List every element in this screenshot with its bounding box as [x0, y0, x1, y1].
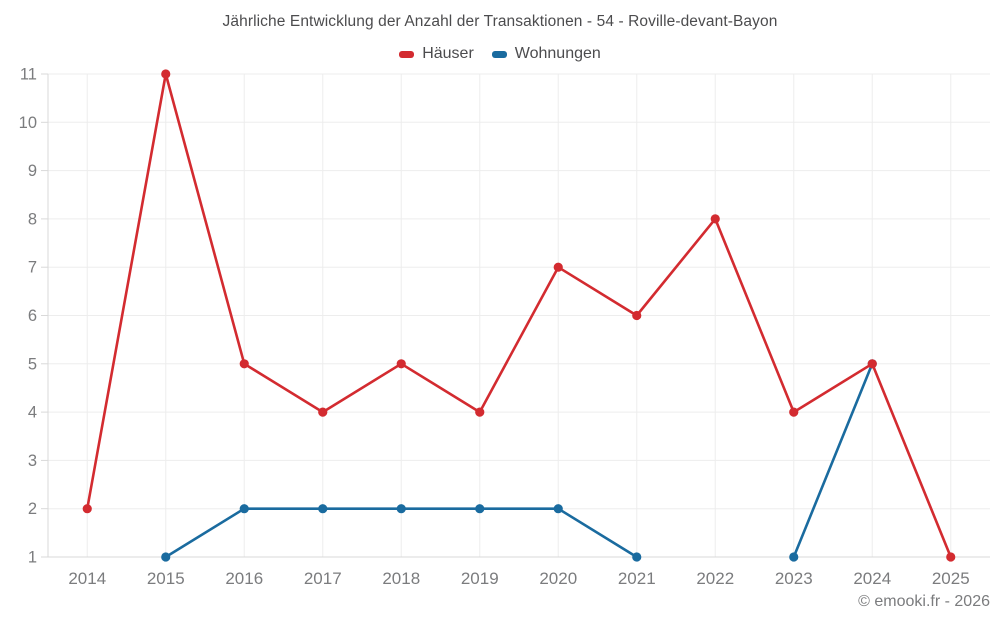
series-line-0 [85, 72, 953, 559]
data-point-0[interactable] [553, 262, 563, 272]
legend: Häuser Wohnungen [0, 45, 1000, 63]
legend-item-haeuser[interactable]: Häuser [399, 45, 474, 63]
legend-marker-haeuser [399, 50, 415, 58]
data-point-0[interactable] [396, 359, 406, 369]
x-axis-label: 2015 [147, 569, 185, 588]
series-line-1 [792, 362, 874, 559]
y-axis-label: 11 [20, 66, 37, 84]
y-axis-label: 1 [28, 549, 37, 567]
y-axis-label: 2 [28, 500, 37, 518]
x-axis-label: 2024 [853, 569, 891, 588]
y-axis-label: 7 [28, 259, 37, 277]
data-point-1[interactable] [553, 504, 563, 514]
data-point-0[interactable] [239, 359, 249, 369]
data-point-1[interactable] [318, 504, 328, 514]
data-point-0[interactable] [318, 407, 328, 417]
data-point-0[interactable] [632, 310, 642, 321]
x-axis-label: 2017 [304, 569, 342, 588]
y-axis-label: 5 [28, 355, 37, 373]
x-axis-label: 2023 [775, 569, 813, 588]
data-point-1[interactable] [789, 552, 799, 562]
data-point-0[interactable] [946, 552, 956, 562]
data-point-0[interactable] [710, 214, 720, 224]
data-point-1[interactable] [475, 504, 485, 514]
x-axis-label: 2021 [618, 569, 656, 588]
y-axis-label: 6 [28, 307, 37, 325]
y-axis-label: 10 [19, 114, 37, 132]
x-axis-label: 2018 [382, 569, 420, 588]
data-point-0[interactable] [475, 407, 485, 417]
data-point-1[interactable] [396, 504, 406, 514]
x-axis-label: 2014 [68, 569, 106, 588]
data-point-1[interactable] [161, 552, 171, 562]
y-axis-label: 8 [28, 210, 37, 228]
y-axis-label: 4 [28, 404, 37, 422]
legend-marker-wohnungen [491, 50, 507, 58]
copyright: © emooki.fr - 2026 [858, 593, 990, 610]
chart-title: Jährliche Entwicklung der Anzahl der Tra… [222, 13, 778, 30]
legend-label-haeuser: Häuser [422, 45, 474, 62]
y-axis-label: 9 [28, 162, 37, 180]
data-point-0[interactable] [82, 504, 92, 514]
data-point-1[interactable] [239, 504, 249, 514]
data-point-1[interactable] [632, 552, 642, 562]
x-axis-label: 2016 [225, 569, 263, 588]
data-point-0[interactable] [789, 407, 799, 417]
legend-item-wohnungen[interactable]: Wohnungen [491, 45, 601, 63]
data-point-0[interactable] [161, 69, 171, 79]
y-axis-label: 3 [28, 452, 37, 470]
legend-label-wohnungen: Wohnungen [514, 45, 601, 62]
x-axis-label: 2022 [696, 569, 734, 588]
data-point-0[interactable] [867, 359, 877, 369]
x-axis-label: 2019 [461, 569, 499, 588]
x-axis-label: 2025 [932, 569, 970, 588]
x-axis-label: 2020 [539, 569, 577, 588]
